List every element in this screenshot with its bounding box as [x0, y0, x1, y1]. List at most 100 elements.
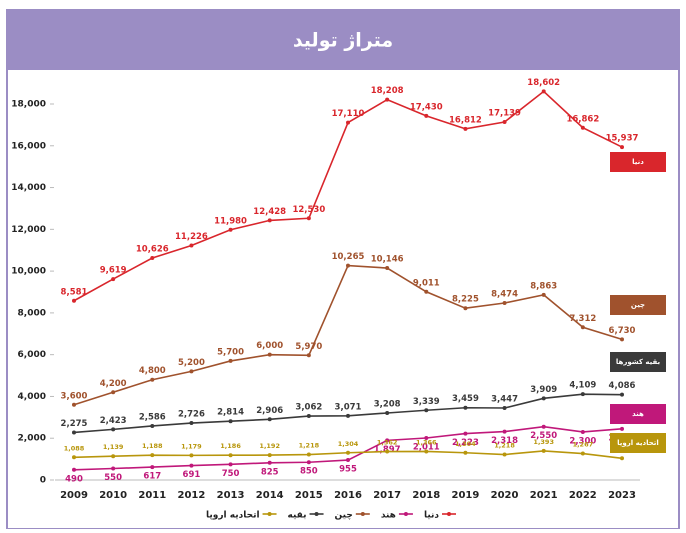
point: [150, 465, 155, 470]
value-label: 3,600: [61, 391, 88, 401]
x-tick-label: 2015: [295, 490, 323, 501]
point: [228, 462, 233, 467]
value-label: 3,909: [530, 385, 557, 395]
point: [346, 413, 350, 418]
x-tick-label: 2019: [452, 490, 480, 501]
value-label: 2,550: [530, 431, 557, 441]
point: [463, 126, 468, 131]
value-label: 8,581: [61, 287, 88, 297]
value-label: 1,304: [338, 440, 359, 448]
value-label: 750: [222, 469, 240, 479]
point: [502, 405, 507, 410]
x-tick-label: 2010: [99, 490, 127, 501]
point: [385, 266, 390, 271]
value-label: 3,459: [452, 394, 479, 404]
value-label: 1,366: [416, 438, 437, 446]
value-label: 4,200: [100, 379, 127, 389]
value-label: 550: [104, 473, 122, 483]
legend-label: بقیه: [288, 511, 307, 521]
point: [72, 455, 76, 460]
point: [346, 458, 350, 463]
legend-dot: [267, 512, 272, 516]
value-label: 2,011: [413, 442, 440, 452]
value-label: 9,011: [413, 278, 440, 288]
point: [502, 452, 507, 457]
point: [111, 454, 116, 459]
value-label: 850: [300, 467, 318, 477]
value-label: 1,218: [299, 442, 320, 450]
value-label: 8,474: [491, 289, 518, 299]
point: [541, 292, 546, 297]
value-label: 6,000: [256, 341, 283, 351]
value-label: 6,730: [609, 326, 636, 336]
value-label: 3,062: [295, 403, 322, 413]
value-label: 2,275: [61, 419, 88, 429]
value-label: 1,304: [455, 440, 476, 448]
value-label: 10,265: [332, 252, 365, 262]
point: [424, 113, 429, 118]
value-label: 9,619: [100, 266, 127, 276]
legend-label: اتحادیه اروپا: [206, 511, 260, 521]
point: [385, 410, 390, 415]
value-label: 1,188: [142, 442, 163, 450]
value-label: 18,602: [527, 78, 560, 88]
y-tick-label: 10,000: [11, 267, 46, 277]
x-tick-label: 2021: [530, 490, 558, 501]
point: [150, 423, 155, 428]
value-label: 1,192: [259, 442, 280, 450]
point: [541, 424, 546, 429]
series-tag-label: دنیا: [632, 158, 644, 166]
y-tick-label: 4,000: [18, 392, 46, 402]
point: [385, 97, 390, 102]
y-tick-label: 14,000: [11, 183, 46, 193]
value-label: 16,862: [566, 114, 599, 124]
value-label: 2,223: [452, 438, 479, 448]
value-label: 617: [143, 472, 161, 482]
point: [385, 438, 390, 443]
header: [7, 10, 679, 70]
value-label: 1,186: [220, 442, 241, 450]
series-tag: [610, 295, 666, 315]
legend-label: دنیا: [424, 511, 439, 521]
value-label: 17,110: [332, 109, 365, 119]
y-tick-label: 16,000: [11, 141, 46, 151]
point: [150, 256, 155, 261]
point: [580, 451, 585, 456]
legend-dot: [314, 512, 319, 516]
value-label: 4,800: [139, 366, 166, 376]
value-label: 1,088: [64, 444, 85, 452]
point: [385, 449, 390, 454]
value-label: 1,179: [181, 442, 202, 450]
series-tag-label: اتحادیه اروپا: [617, 439, 659, 447]
point: [620, 145, 624, 150]
point: [580, 125, 585, 130]
point: [150, 453, 155, 458]
value-label: 4,086: [609, 381, 636, 391]
y-tick-label: 12,000: [11, 225, 46, 235]
y-tick-label: 6,000: [18, 350, 46, 360]
point: [424, 435, 429, 440]
value-label: 2,586: [139, 412, 166, 422]
point: [541, 448, 546, 453]
value-label: 8,863: [530, 281, 557, 291]
point: [267, 417, 272, 422]
value-label: 2,423: [100, 416, 127, 426]
value-label: 1,362: [377, 439, 398, 447]
x-tick-label: 2013: [217, 490, 245, 501]
point: [228, 453, 233, 458]
series-tag: [610, 152, 666, 172]
legend-label: هند: [381, 511, 396, 521]
point: [111, 277, 116, 282]
value-label: 3,208: [374, 399, 401, 409]
value-label: 5,970: [295, 342, 322, 352]
value-label: 15,937: [606, 134, 639, 144]
series-tag: [610, 352, 666, 372]
value-label: 10,626: [136, 245, 169, 255]
value-label: 10,146: [371, 255, 404, 265]
value-label: 3,339: [413, 397, 440, 407]
value-label: 17,430: [410, 102, 443, 112]
y-tick-label: 18,000: [11, 100, 46, 110]
x-tick-label: 2018: [412, 490, 440, 501]
value-label: 16,812: [449, 115, 482, 125]
point: [150, 377, 155, 382]
